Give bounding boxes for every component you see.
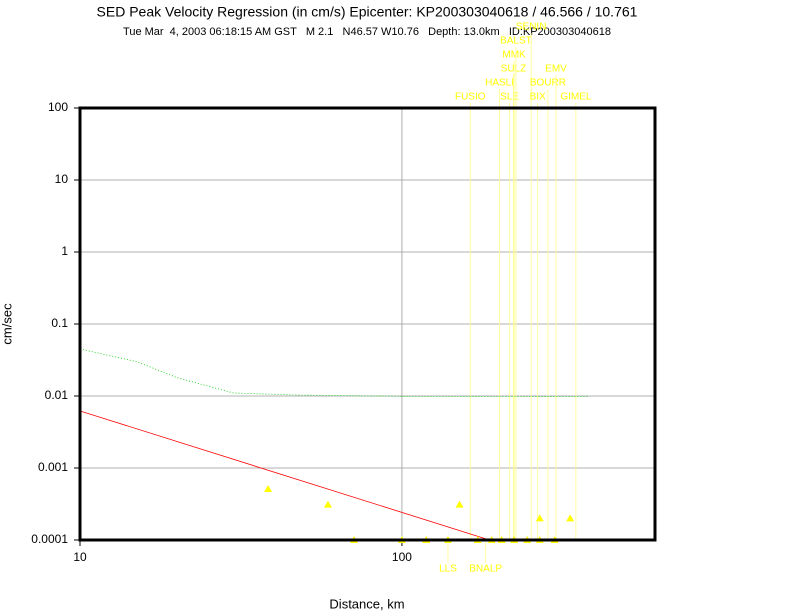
chart-title: SED Peak Velocity Regression (in cm/s) E…	[97, 4, 638, 20]
station-label: GIMEL	[560, 92, 592, 103]
y-tick-label: 100	[48, 100, 68, 114]
data-point	[455, 500, 464, 508]
station-label: HASLI	[485, 78, 514, 89]
station-label: SLE	[500, 92, 519, 103]
data-point	[323, 500, 332, 508]
data-point	[535, 514, 544, 522]
station-label: SULZ	[501, 64, 527, 75]
station-label: LLS	[439, 564, 457, 575]
y-tick-label: 10	[55, 172, 69, 186]
y-tick-label: 1	[61, 244, 68, 258]
station-label: BIX	[530, 92, 546, 103]
station-label: BALST	[500, 36, 532, 47]
station-label: FUSIO	[455, 92, 486, 103]
y-tick-label: 0.1	[51, 316, 68, 330]
station-label: BOURR	[530, 78, 566, 89]
station-label: MMK	[502, 50, 526, 61]
y-tick-label: 0.001	[38, 460, 68, 474]
x-tick-label: 10	[73, 550, 87, 564]
y-tick-label: 0.01	[45, 388, 69, 402]
y-axis-label: cm/sec	[0, 303, 14, 345]
y-tick-label: 0.0001	[31, 532, 68, 546]
station-label: EMV	[545, 64, 567, 75]
data-point	[566, 514, 575, 522]
station-label: BNALP	[469, 564, 502, 575]
x-tick-label: 100	[392, 550, 412, 564]
data-point	[264, 485, 273, 493]
regression-line	[80, 410, 490, 540]
x-axis-label: Distance, km	[329, 596, 404, 611]
station-label: SENIN	[516, 22, 547, 33]
plot-frame	[78, 106, 657, 542]
chart-subtitle: Tue Mar 4, 2003 06:18:15 AM GST M 2.1 N4…	[123, 26, 611, 38]
